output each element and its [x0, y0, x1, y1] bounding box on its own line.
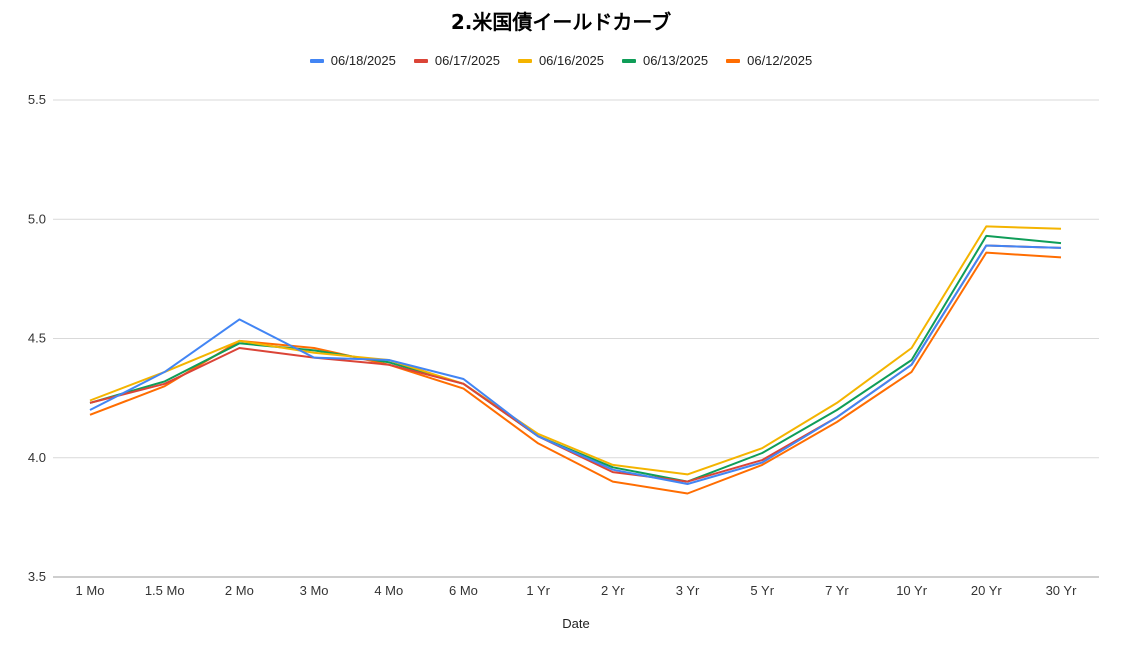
y-tick-label: 4.0 — [28, 450, 46, 465]
y-tick-label: 5.0 — [28, 211, 46, 226]
x-tick-label: 3 Mo — [300, 583, 329, 598]
legend-label: 06/16/2025 — [538, 53, 605, 68]
legend-item[interactable]: 06/17/2025 — [413, 53, 500, 68]
legend-label: 06/18/2025 — [330, 53, 396, 68]
legend-swatch — [622, 58, 637, 63]
x-axis-ticks: 1 Mo 1.5 Mo 2 Mo 3 Mo 4 Mo 6 Mo 1 Yr 2 Yr 3 Yr 5 … — [76, 583, 1078, 598]
legend-swatch — [726, 58, 741, 63]
x-tick-label: 2 Mo — [225, 583, 254, 598]
series-line[interactable] — [89, 225, 1062, 476]
y-tick-label: 5.5 — [28, 92, 46, 107]
legend-label: 06/17/2025 — [434, 53, 500, 68]
legend-label: 06/13/2025 — [643, 53, 709, 68]
legend-label: 06/12/2025 — [747, 53, 813, 68]
legend: 06/18/2025 06/17/2025 06/16/2025 06/13/2… — [0, 53, 1122, 68]
y-axis-ticks: 3.5 4.0 4.5 5.0 5.5 — [28, 92, 46, 584]
series-line[interactable] — [89, 244, 1062, 485]
x-tick-label: 1 Mo — [76, 583, 105, 598]
legend-item[interactable]: 06/16/2025 — [517, 53, 605, 68]
y-tick-label: 4.5 — [28, 331, 46, 346]
legend-item[interactable]: 06/18/2025 — [309, 53, 396, 68]
x-tick-label: 5 Yr — [750, 583, 774, 598]
legend-item[interactable]: 06/12/2025 — [726, 53, 812, 68]
x-tick-label: 1 Yr — [526, 583, 550, 598]
series-line[interactable] — [89, 234, 1062, 483]
x-axis-title: Date — [562, 616, 589, 631]
x-tick-label: 10 Yr — [896, 583, 928, 598]
series-line[interactable] — [89, 244, 1062, 483]
legend-swatch — [517, 58, 532, 63]
chart-title: 2.米国債イールドカーブ — [450, 10, 672, 34]
legend-swatch — [309, 58, 324, 63]
series-lines — [89, 225, 1062, 495]
x-tick-label: 30 Yr — [1046, 583, 1078, 598]
legend-swatch — [413, 58, 428, 63]
y-tick-label: 3.5 — [28, 569, 46, 584]
x-tick-label: 20 Yr — [971, 583, 1003, 598]
x-tick-label: 7 Yr — [825, 583, 849, 598]
x-tick-label: 2 Yr — [601, 583, 625, 598]
gridlines — [53, 99, 1099, 578]
x-tick-label: 6 Mo — [449, 583, 478, 598]
x-tick-label: 4 Mo — [374, 583, 403, 598]
x-tick-label: 1.5 Mo — [145, 583, 185, 598]
legend-item[interactable]: 06/13/2025 — [622, 53, 708, 68]
x-tick-label: 3 Yr — [676, 583, 700, 598]
